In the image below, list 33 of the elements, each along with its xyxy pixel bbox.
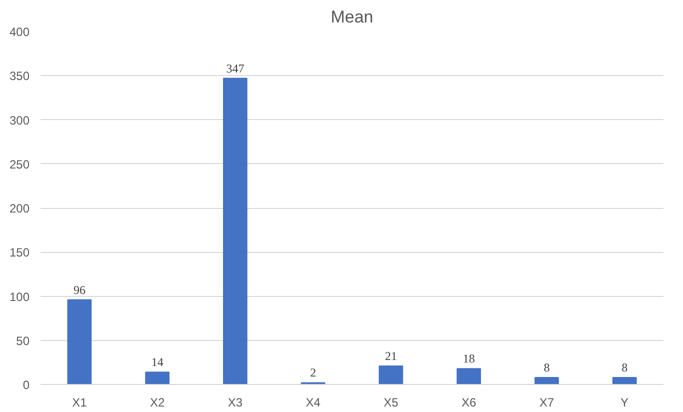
bar bbox=[612, 376, 637, 384]
x-tick-label: Y bbox=[620, 396, 629, 410]
y-tick-label: 200 bbox=[9, 202, 30, 216]
x-tick-label: X5 bbox=[384, 396, 399, 410]
data-label: 8 bbox=[544, 360, 550, 374]
x-tick-label: X7 bbox=[539, 396, 554, 410]
y-tick-label: 350 bbox=[9, 69, 30, 84]
bar bbox=[378, 365, 404, 384]
data-label: 8 bbox=[622, 360, 628, 374]
x-tick-label: X3 bbox=[228, 396, 243, 410]
data-label: 2 bbox=[310, 366, 316, 380]
bar bbox=[67, 299, 92, 384]
x-tick-label: X4 bbox=[306, 396, 321, 410]
data-label: 14 bbox=[151, 355, 164, 370]
x-tick-label: X1 bbox=[72, 396, 88, 410]
bar bbox=[534, 376, 559, 384]
bar bbox=[456, 368, 481, 384]
x-tick-label: X6 bbox=[461, 396, 476, 410]
x-tick-label: X2 bbox=[150, 396, 165, 410]
y-tick-label: 0 bbox=[22, 378, 30, 392]
y-tick-label: 400 bbox=[9, 25, 30, 39]
data-label: 21 bbox=[384, 348, 397, 363]
chart-title: Mean bbox=[330, 8, 374, 26]
y-tick-label: 50 bbox=[16, 334, 30, 348]
data-label: 347 bbox=[226, 61, 244, 76]
y-tick-label: 250 bbox=[9, 157, 30, 172]
y-tick-label: 150 bbox=[9, 246, 30, 260]
bar bbox=[223, 78, 248, 384]
data-label: 18 bbox=[462, 352, 475, 366]
y-tick-label: 300 bbox=[9, 113, 30, 128]
y-tick-label: 100 bbox=[9, 290, 30, 304]
bar bbox=[145, 372, 170, 384]
data-label: 96 bbox=[73, 282, 86, 297]
